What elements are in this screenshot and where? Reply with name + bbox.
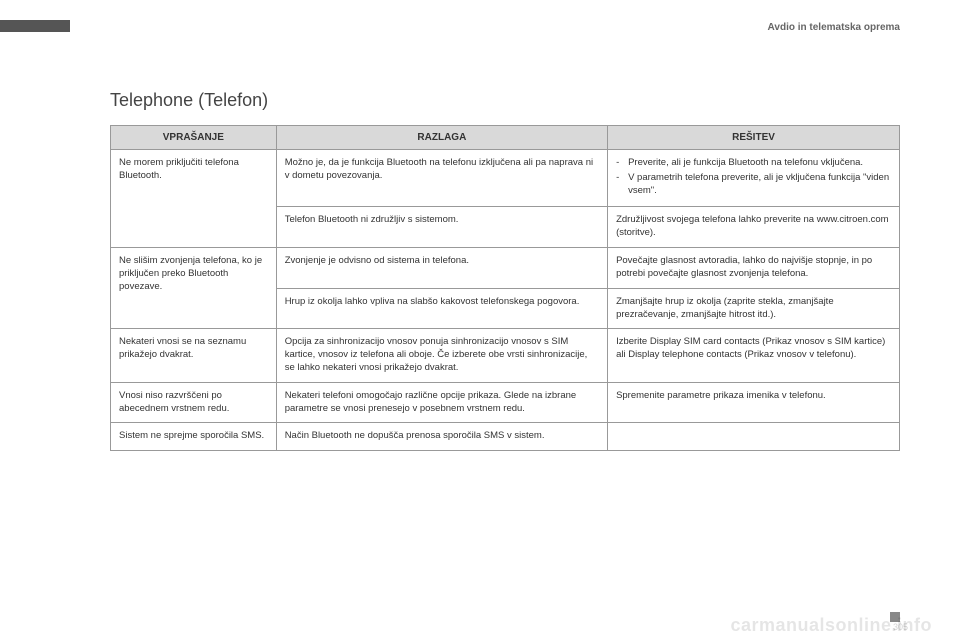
col-header-question: VPRAŠANJE	[111, 126, 277, 150]
table-row: Sistem ne sprejme sporočila SMS. Način B…	[111, 423, 900, 451]
cell-explanation: Možno je, da je funkcija Bluetooth na te…	[276, 150, 607, 207]
cell-solution	[608, 423, 900, 451]
page: Avdio in telematska oprema Telephone (Te…	[0, 0, 960, 640]
cell-solution: Preverite, ali je funkcija Bluetooth na …	[608, 150, 900, 207]
list-item: V parametrih telefona preverite, ali je …	[616, 172, 891, 198]
col-header-solution: REŠITEV	[608, 126, 900, 150]
col-header-explanation: RAZLAGA	[276, 126, 607, 150]
cell-solution: Izberite Display SIM card contacts (Prik…	[608, 329, 900, 382]
faq-table: VPRAŠANJE RAZLAGA REŠITEV Ne morem prikl…	[110, 125, 900, 451]
table-row: Vnosi niso razvrščeni po abecednem vrstn…	[111, 382, 900, 423]
table-row: Ne slišim zvonjenja telefona, ko je prik…	[111, 248, 900, 289]
solution-list: Preverite, ali je funkcija Bluetooth na …	[616, 157, 891, 197]
list-item: Preverite, ali je funkcija Bluetooth na …	[616, 157, 891, 170]
cell-explanation: Način Bluetooth ne dopušča prenosa sporo…	[276, 423, 607, 451]
cell-solution: Povečajte glasnost avtoradia, lahko do n…	[608, 248, 900, 289]
cell-explanation: Zvonjenje je odvisno od sistema in telef…	[276, 248, 607, 289]
cell-explanation: Nekateri telefoni omogočajo različne opc…	[276, 382, 607, 423]
table-row: Nekateri vnosi se na seznamu prikažejo d…	[111, 329, 900, 382]
cell-question: Ne slišim zvonjenja telefona, ko je prik…	[111, 248, 277, 329]
page-title: Telephone (Telefon)	[110, 90, 900, 111]
watermark: carmanualsonline.info	[730, 615, 932, 636]
header-left-bar	[0, 20, 70, 32]
table-row: Ne morem priključiti telefona Bluetooth.…	[111, 150, 900, 207]
cell-question: Sistem ne sprejme sporočila SMS.	[111, 423, 277, 451]
cell-solution: Združljivost svojega telefona lahko prev…	[608, 207, 900, 248]
cell-solution: Spremenite parametre prikaza imenika v t…	[608, 382, 900, 423]
cell-explanation: Opcija za sinhronizacijo vnosov ponuja s…	[276, 329, 607, 382]
cell-explanation: Hrup iz okolja lahko vpliva na slabšo ka…	[276, 288, 607, 329]
cell-explanation: Telefon Bluetooth ni združljiv s sistemo…	[276, 207, 607, 248]
header-section-label: Avdio in telematska oprema	[768, 22, 900, 33]
cell-solution: Zmanjšajte hrup iz okolja (zaprite stekl…	[608, 288, 900, 329]
table-header-row: VPRAŠANJE RAZLAGA REŠITEV	[111, 126, 900, 150]
cell-question: Ne morem priključiti telefona Bluetooth.	[111, 150, 277, 248]
cell-question: Vnosi niso razvrščeni po abecednem vrstn…	[111, 382, 277, 423]
cell-question: Nekateri vnosi se na seznamu prikažejo d…	[111, 329, 277, 382]
